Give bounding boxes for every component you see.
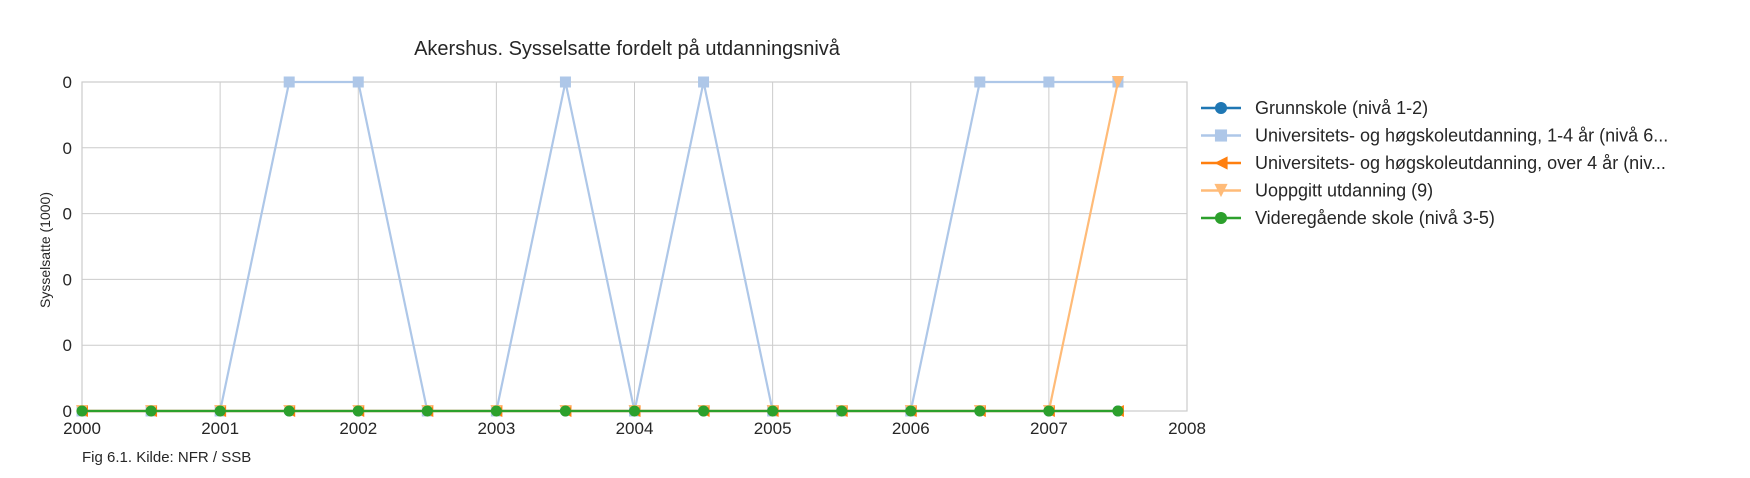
x-tick-label: 2008 [1168, 419, 1206, 438]
legend: Grunnskole (nivå 1-2) Universitets- og hø… [1201, 98, 1668, 228]
data-point [698, 405, 710, 417]
legend-label: Grunnskole (nivå 1-2) [1255, 98, 1428, 118]
data-point [214, 405, 226, 417]
y-tick-label: 0 [63, 402, 72, 421]
data-point [76, 405, 88, 417]
data-point [1043, 405, 1055, 417]
data-point [559, 76, 571, 88]
chart-title: Akershus. Sysselsatte fordelt på utdanni… [414, 38, 841, 60]
legend-item: Uoppgitt utdanning (9) [1201, 181, 1433, 201]
x-tick-label: 2005 [754, 419, 792, 438]
data-point [905, 405, 917, 417]
x-tick-label: 2002 [339, 419, 377, 438]
y-tick-label: 0 [63, 73, 72, 92]
series-group [76, 76, 1124, 417]
y-axis-label: Sysselsatte (1000) [37, 192, 53, 308]
y-tick-label: 0 [63, 139, 72, 158]
data-point [629, 405, 640, 417]
data-point [1043, 76, 1055, 88]
data-point [1111, 76, 1124, 88]
legend-marker [1214, 211, 1228, 225]
x-tick-label: 2007 [1030, 419, 1068, 438]
legend-marker [1214, 183, 1228, 198]
data-point [145, 405, 157, 417]
data-point [559, 405, 571, 417]
data-point [490, 405, 502, 417]
series-5 [76, 405, 1124, 417]
series-line [82, 80, 1118, 413]
data-point [352, 76, 364, 88]
legend-marker [1214, 101, 1228, 115]
legend-label: Universitets- og høgskoleutdanning, over… [1255, 153, 1666, 173]
data-point [352, 405, 364, 417]
legend-item: Videregående skole (nivå 3-5) [1201, 208, 1495, 228]
legend-label: Universitets- og høgskoleutdanning, 1-4 … [1255, 126, 1668, 146]
legend-item: Grunnskole (nivå 1-2) [1201, 98, 1428, 118]
data-point [421, 405, 433, 417]
x-tick-label: 2006 [892, 419, 930, 438]
x-axis-ticks: 2000 2001 2002 2003 2004 2005 2006 2007 2008 [63, 419, 1206, 438]
legend-label: Uoppgitt utdanning (9) [1255, 181, 1433, 201]
y-tick-label: 0 [63, 205, 72, 224]
legend-marker [1214, 156, 1228, 170]
data-point [283, 405, 295, 417]
data-point [698, 76, 710, 88]
legend-item: Universitets- og høgskoleutdanning, over… [1201, 153, 1666, 173]
figure-caption: Fig 6.1. Kilde: NFR / SSB [82, 449, 252, 466]
y-tick-label: 0 [63, 270, 72, 289]
data-point [836, 405, 848, 417]
data-point [974, 76, 986, 88]
x-tick-label: 2001 [201, 419, 239, 438]
data-point [767, 405, 779, 417]
data-point [1112, 405, 1124, 417]
legend-item: Universitets- og høgskoleutdanning, 1-4 … [1201, 126, 1668, 146]
legend-label: Videregående skole (nivå 3-5) [1255, 208, 1495, 228]
x-tick-label: 2000 [63, 419, 101, 438]
y-axis-ticks: 0 0 0 0 0 0 [63, 73, 72, 421]
data-point [283, 76, 295, 88]
data-point [974, 405, 986, 417]
x-tick-label: 2003 [477, 419, 515, 438]
legend-marker [1214, 129, 1228, 142]
y-tick-label: 0 [63, 336, 72, 355]
x-tick-label: 2004 [616, 419, 654, 438]
series-2 [76, 76, 1124, 417]
grid-lines [81, 81, 1188, 412]
